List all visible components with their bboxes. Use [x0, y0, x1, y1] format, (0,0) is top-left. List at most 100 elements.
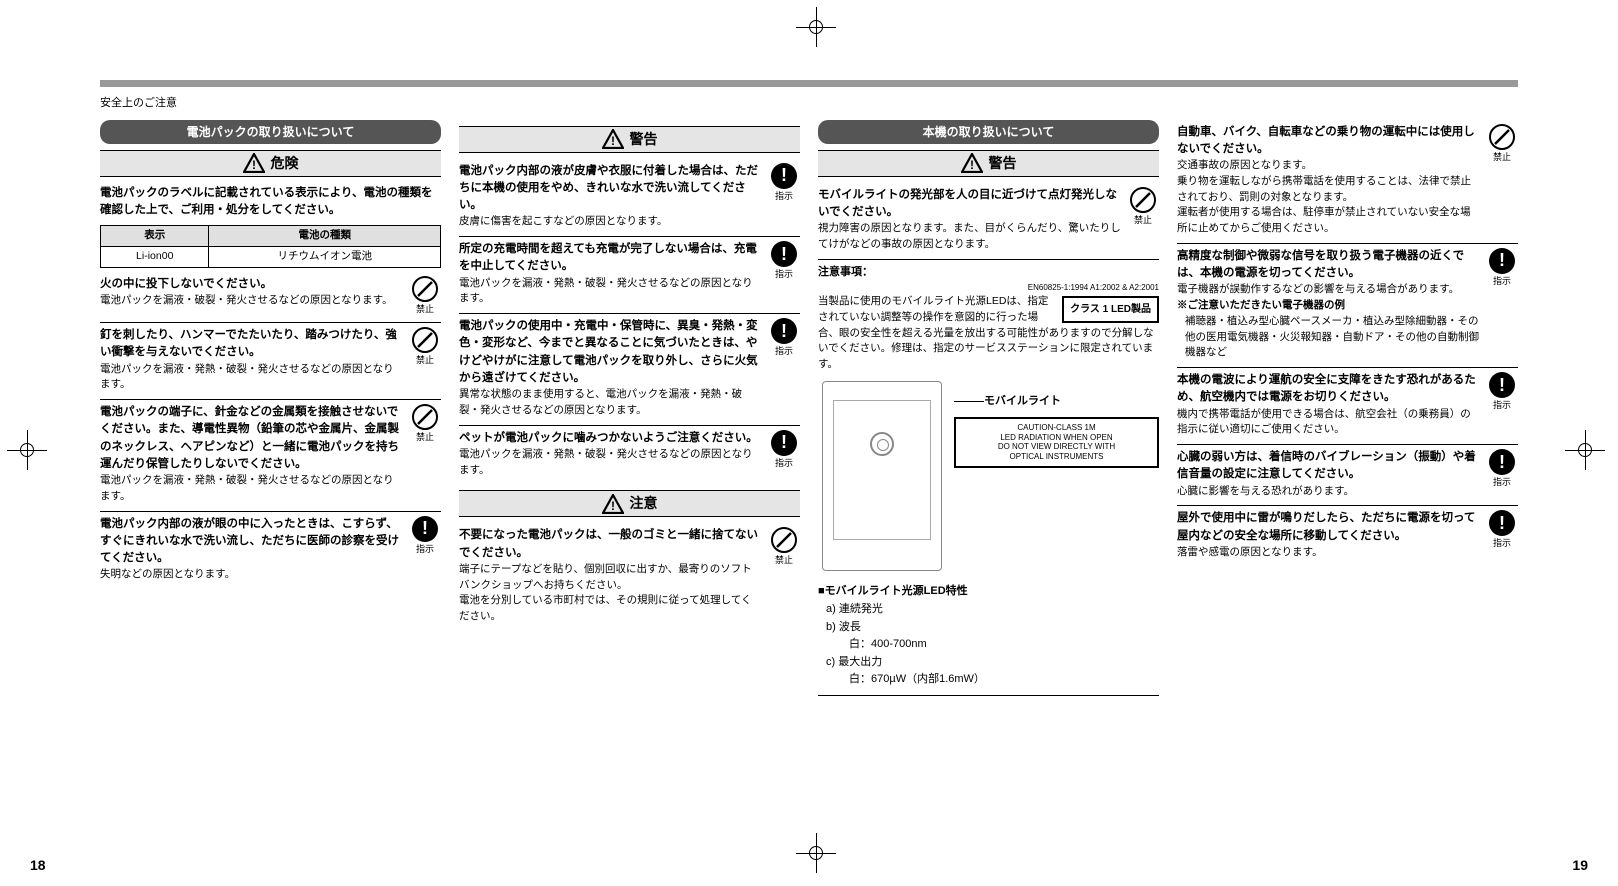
item-desc: 電池パックを漏液・発熱・破裂・発火させるなどの原因となります。	[459, 447, 762, 479]
instruct-icon: !	[1489, 449, 1515, 475]
icon-label: 禁止	[1134, 214, 1152, 228]
column-4: 自動車、バイク、自転車などの乗り物の運転中には使用しないでください。交通事故の原…	[1177, 120, 1518, 696]
instruct-icon: !	[1489, 248, 1515, 274]
warning-triangle-icon: !	[602, 129, 624, 149]
led-c1: 白：670µW（内部1.6mW）	[826, 671, 1159, 688]
column-3: 本機の取り扱いについて ! 警告 モバイルライトの発光部を人の目に近づけて点灯発…	[818, 120, 1159, 696]
icon-label: 禁止	[416, 354, 434, 368]
item-desc: 電池パックを漏液・発熱・破裂・発火させるなどの原因となります。	[459, 276, 762, 308]
item-desc: 端子にテープなどを貼り、個別回収に出すか、最寄りのソフトバンクショップへお持ちく…	[459, 562, 762, 625]
instruct-icon: !	[771, 241, 797, 267]
safety-item: 自動車、バイク、自転車などの乗り物の運転中には使用しないでください。交通事故の原…	[1177, 120, 1518, 244]
danger-label: 危険	[271, 153, 299, 174]
icon-label: 指示	[416, 543, 434, 557]
prohibit-icon	[771, 527, 797, 553]
item-title: 高精度な制御や微弱な信号を取り扱う電子機器の近くでは、本機の電源を切ってください…	[1177, 248, 1480, 283]
icon-label: 指示	[1493, 537, 1511, 551]
led-spec-title: ■モバイルライト光源LED特性	[818, 583, 1159, 600]
icon-label: 禁止	[416, 303, 434, 317]
item-title: 屋外で使用中に雷が鳴りだしたら、ただちに電源を切って屋内などの安全な場所に移動し…	[1177, 510, 1480, 545]
safety-item: 屋外で使用中に雷が鳴りだしたら、ただちに電源を切って屋内などの安全な場所に移動し…	[1177, 506, 1518, 566]
note-title: 注意事項：	[818, 264, 1159, 281]
instruct-icon: !	[412, 516, 438, 542]
led-spec-list: a) 連続発光 b) 波長 白：400-700nm c) 最大出力 白：670µ…	[818, 601, 1159, 688]
safety-item: 電池パックの使用中・充電中・保管時に、異臭・発熱・変色・変形など、今までと異なる…	[459, 314, 800, 426]
item-desc: 電子機器が誤動作するなどの影響を与える場合があります。	[1177, 282, 1480, 298]
svg-text:!: !	[611, 499, 615, 513]
icon-label: 指示	[1493, 399, 1511, 413]
instruct-icon: !	[1489, 510, 1515, 536]
top-bar	[100, 80, 1518, 87]
svg-text:!: !	[611, 134, 615, 148]
icon-label: 禁止	[416, 431, 434, 445]
prohibit-icon	[1489, 124, 1515, 150]
item-title: 釘を刺したり、ハンマーでたたいたり、踏みつけたり、強い衝撃を与えないでください。	[100, 327, 403, 362]
svg-text:!: !	[970, 158, 974, 172]
item-desc: 失明などの原因となります。	[100, 567, 403, 583]
icon-label: 禁止	[1493, 151, 1511, 165]
item-title: モバイルライトの発光部を人の目に近づけて点灯発光しないでください。	[818, 187, 1121, 222]
safety-item: 本機の電波により運航の安全に支障をきたす恐れがあるため、航空機内では電源をお切り…	[1177, 368, 1518, 445]
column-2: ! 警告 電池パック内部の液が皮膚や衣服に付着した場合は、ただちに本機の使用をや…	[459, 120, 800, 696]
safety-item: 火の中に投下しないでください。電池パックを漏液・破裂・発火させるなどの原因となり…	[100, 272, 441, 324]
item-title: 火の中に投下しないでください。	[100, 276, 403, 293]
led-a: a) 連続発光	[826, 601, 1159, 618]
danger-banner: ! 危険	[100, 150, 441, 177]
item-desc: 電池パックを漏液・発熱・破裂・発火させるなどの原因となります。	[100, 362, 403, 394]
battery-table: 表示電池の種類 Li-ion00リチウムイオン電池	[100, 225, 441, 268]
item-desc: 異常な状態のまま使用すると、電池パックを漏液・発熱・破裂・発火させるなどの原因と…	[459, 387, 762, 419]
section-header-battery: 電池パックの取り扱いについて	[100, 120, 441, 144]
safety-item: 電池パック内部の液が皮膚や衣服に付着した場合は、ただちに本機の使用をやめ、きれい…	[459, 159, 800, 238]
item-desc: 皮膚に傷害を起こすなどの原因となります。	[459, 214, 762, 230]
crop-mark	[20, 443, 40, 463]
item-desc: 機内で携帯電話が使用できる場合は、航空会社（の乗務員）の指示に従い適切にご使用く…	[1177, 407, 1480, 439]
led-b1: 白：400-700nm	[826, 636, 1159, 653]
icon-label: 指示	[1493, 476, 1511, 490]
mobile-light-label: モバイルライト	[984, 393, 1061, 410]
column-1: 電池パックの取り扱いについて ! 危険 電池パックのラベルに記載されている表示に…	[100, 120, 441, 696]
prohibit-icon	[412, 404, 438, 430]
item-desc: 落雷や感電の原因となります。	[1177, 545, 1480, 561]
phone-illustration	[822, 381, 942, 571]
warning-triangle-icon: !	[602, 494, 624, 514]
caution-label: 注意	[630, 493, 658, 514]
item-title: 不要になった電池パックは、一般のゴミと一緒に捨てないでください。	[459, 527, 762, 562]
th-type: 電池の種類	[209, 226, 441, 247]
caution-class-box: CAUTION-CLASS 1M LED RADIATION WHEN OPEN…	[954, 417, 1159, 467]
safety-item: 所定の充電時間を超えても充電が完了しない場合は、充電を中止してください。電池パッ…	[459, 237, 800, 314]
page-number-right: 19	[1572, 855, 1588, 876]
led-b: b) 波長	[826, 619, 1159, 636]
warning-label: 警告	[989, 153, 1017, 174]
item-title: 自動車、バイク、自転車などの乗り物の運転中には使用しないでください。	[1177, 124, 1480, 159]
warning-triangle-icon: !	[243, 153, 265, 173]
td-display: Li-ion00	[101, 246, 209, 267]
warning-label: 警告	[630, 129, 658, 150]
item-title: ペットが電池パックに噛みつかないようご注意ください。	[459, 430, 762, 447]
crop-mark	[1578, 443, 1598, 463]
item-title: 電池パック内部の液が眼の中に入ったときは、こすらず、すぐにきれいな水で洗い流し、…	[100, 516, 403, 568]
prohibit-icon	[1130, 187, 1156, 213]
safety-item: ペットが電池パックに噛みつかないようご注意ください。電池パックを漏液・発熱・破裂…	[459, 426, 800, 485]
safety-item: 心臓の弱い方は、着信時のバイブレーション（振動）や着信音量の設定に注意してくださ…	[1177, 445, 1518, 506]
item-desc: 交通事故の原因となります。 乗り物を運転しながら携帯電話を使用することは、法律で…	[1177, 158, 1480, 237]
breadcrumb: 安全上のご注意	[100, 95, 1518, 112]
safety-item: 電池パック内部の液が眼の中に入ったときは、こすらず、すぐにきれいな水で洗い流し、…	[100, 512, 441, 590]
sub-note-title: ※ご注意いただきたい電子機器の例	[1177, 298, 1480, 314]
safety-item: 釘を刺したり、ハンマーでたたいたり、踏みつけたり、強い衝撃を与えないでください。…	[100, 323, 441, 400]
led-c: c) 最大出力	[826, 654, 1159, 671]
instruct-icon: !	[771, 163, 797, 189]
warning-banner: ! 警告	[459, 126, 800, 153]
safety-item: 電池パックの端子に、針金などの金属類を接触させないでください。また、導電性異物（…	[100, 400, 441, 512]
th-display: 表示	[101, 226, 209, 247]
prohibit-icon	[412, 276, 438, 302]
battery-intro: 電池パックのラベルに記載されている表示により、電池の種類を確認した上で、ご利用・…	[100, 183, 441, 222]
sub-note: 補聴器・植込み型心臓ペースメーカ・植込み型除細動器・その他の医用電気機器・火災報…	[1177, 314, 1480, 361]
item-title: 所定の充電時間を超えても充電が完了しない場合は、充電を中止してください。	[459, 241, 762, 276]
warning-banner: ! 警告	[818, 150, 1159, 177]
icon-label: 指示	[1493, 275, 1511, 289]
td-type: リチウムイオン電池	[209, 246, 441, 267]
icon-label: 指示	[775, 345, 793, 359]
page-number-left: 18	[30, 855, 46, 876]
item-title: 電池パック内部の液が皮膚や衣服に付着した場合は、ただちに本機の使用をやめ、きれい…	[459, 163, 762, 215]
icon-label: 禁止	[775, 554, 793, 568]
